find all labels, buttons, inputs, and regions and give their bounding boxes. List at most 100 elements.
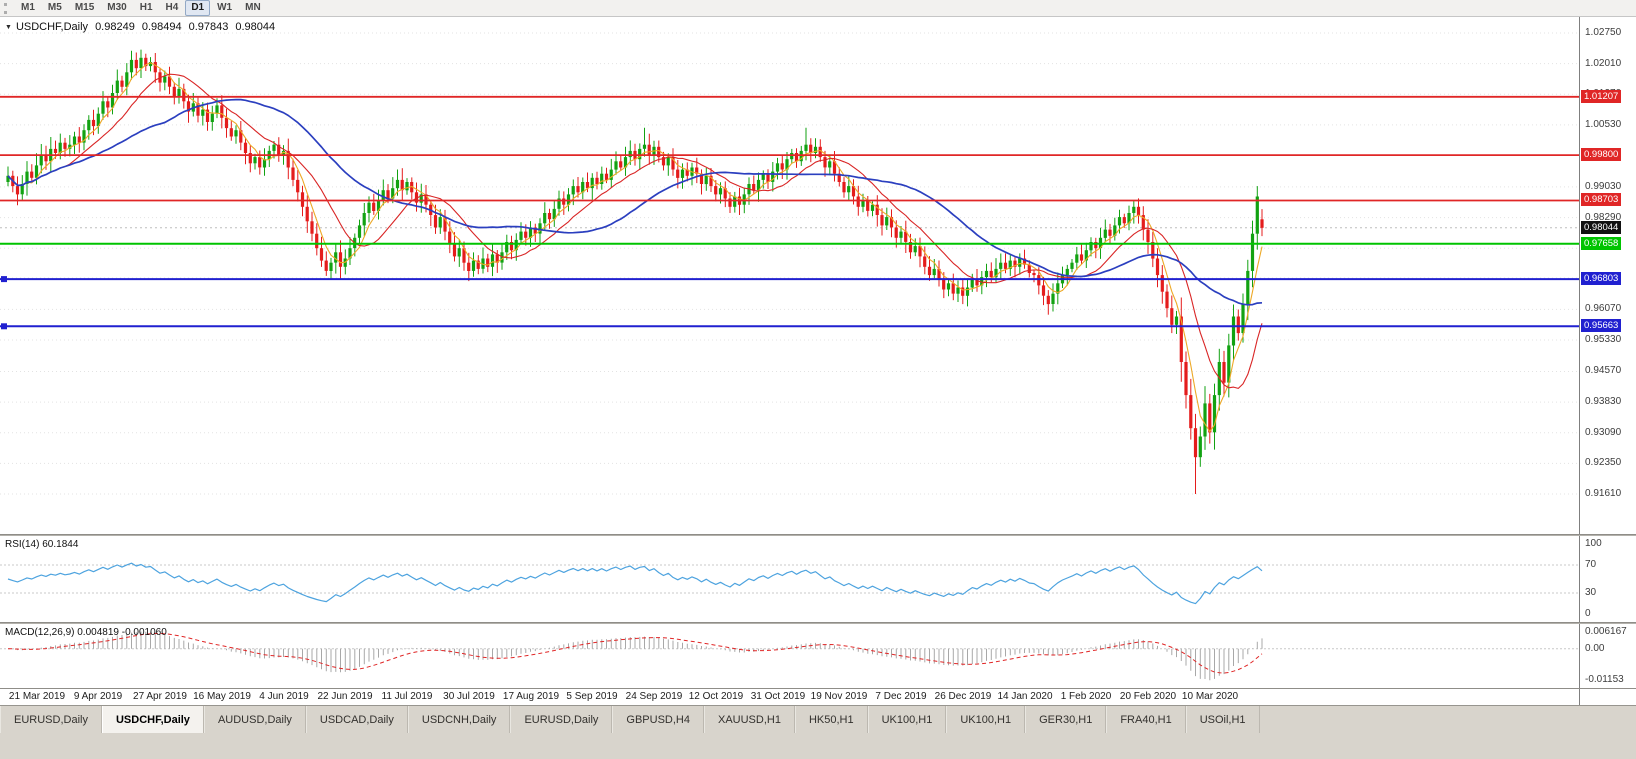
macd-chart[interactable]: [0, 624, 1579, 688]
date-label: 16 May 2019: [193, 691, 251, 702]
price-axis-label: 0.99030: [1585, 181, 1622, 192]
timeframe-button-w1[interactable]: W1: [217, 2, 233, 13]
ohlc-open: 0.98249: [95, 21, 135, 33]
timeframe-button-m15[interactable]: M15: [74, 2, 95, 13]
line-handle[interactable]: [1, 276, 7, 283]
candlestick-chart[interactable]: [0, 17, 1579, 534]
price-axis-label: 1.02750: [1585, 27, 1622, 38]
line-handle[interactable]: [1, 323, 7, 330]
timeframe-button-h1[interactable]: H1: [139, 2, 153, 13]
macd-axis-label: -0.01153: [1585, 674, 1624, 685]
date-label: 5 Sep 2019: [566, 691, 618, 702]
timeframe-button-d1[interactable]: D1: [185, 0, 211, 16]
timeframe-button-m30[interactable]: M30: [107, 2, 127, 13]
date-label: 1 Feb 2020: [1060, 691, 1112, 702]
chart-tab-gbpusd-h4[interactable]: GBPUSD,H4: [612, 706, 704, 733]
date-label: 12 Oct 2019: [688, 691, 744, 702]
rsi-line: [7, 562, 1263, 605]
ohlc-high: 0.98494: [141, 21, 182, 33]
date-label: 24 Sep 2019: [625, 691, 683, 702]
chart-tab-ger30-h1[interactable]: GER30,H1: [1025, 706, 1107, 733]
symbol-dropdown-icon[interactable]: ▼: [5, 24, 12, 31]
date-label: 27 Apr 2019: [133, 691, 187, 702]
chart-tab-usoil-h1[interactable]: USOil,H1: [1185, 706, 1260, 733]
chart-tab-eurusd-daily[interactable]: EURUSD,Daily: [0, 706, 102, 733]
macd-signal-line: [7, 632, 1263, 674]
date-label: 20 Feb 2020: [1119, 691, 1177, 702]
date-label: 9 Apr 2019: [73, 691, 123, 702]
chart-tab-usdcad-daily[interactable]: USDCAD,Daily: [305, 706, 408, 733]
price-badge-1.01207: 1.01207: [1581, 90, 1622, 103]
date-label: 7 Dec 2019: [875, 691, 927, 702]
chart-tab-eurusd-daily[interactable]: EURUSD,Daily: [510, 706, 613, 733]
ohlc-low: 0.97843: [188, 21, 229, 33]
price-axis-label: 1.02010: [1585, 58, 1622, 69]
grid-lines: [0, 32, 1579, 495]
price-badge-0.96803: 0.96803: [1581, 272, 1622, 285]
chart-tab-usdcnh-daily[interactable]: USDCNH,Daily: [407, 706, 511, 733]
ma-13-line: [7, 73, 1263, 389]
pane-separator[interactable]: [0, 534, 1636, 536]
current-price-badge: 0.98044: [1581, 221, 1622, 234]
price-axis-label: 0.92350: [1585, 457, 1622, 468]
rsi-axis-label: 0: [1585, 608, 1591, 619]
macd-histogram: [12, 631, 1263, 681]
price-axis-label: 0.98290: [1585, 212, 1622, 223]
price-axis-label: 0.91610: [1585, 488, 1622, 499]
ma-34-line: [7, 98, 1263, 306]
rsi-label: RSI(14) 60.1844: [5, 539, 79, 550]
price-badge-0.98703: 0.98703: [1581, 193, 1622, 206]
price-axis-label: 0.94570: [1585, 365, 1622, 376]
chart-tab-xauusd-h1[interactable]: XAUUSD,H1: [703, 706, 795, 733]
price-axis-label: 1.00530: [1585, 119, 1622, 130]
rsi-pane[interactable]: RSI(14) 60.1844: [0, 536, 1579, 622]
timeframe-button-m5[interactable]: M5: [47, 2, 62, 13]
price-badge-0.95663: 0.95663: [1581, 319, 1622, 332]
date-label: 19 Nov 2019: [810, 691, 868, 702]
date-label: 22 Jun 2019: [317, 691, 373, 702]
price-axis[interactable]: 1.027501.020101.012701.005300.990300.982…: [1579, 17, 1636, 705]
date-label: 10 Mar 2020: [1181, 691, 1239, 702]
price-badge-0.97658: 0.97658: [1581, 237, 1622, 250]
time-axis[interactable]: 21 Mar 2019 9 Apr 2019 27 Apr 2019 16 May 2…: [0, 689, 1579, 705]
macd-pane[interactable]: MACD(12,26,9) 0.004819 -0.001060: [0, 624, 1579, 688]
date-label: 14 Jan 2020: [997, 691, 1053, 702]
toolbar-grip[interactable]: [4, 2, 10, 14]
timeframe-button-mn[interactable]: MN: [245, 2, 261, 13]
macd-axis-label: 0.006167: [1585, 626, 1627, 637]
price-axis-label: 0.93090: [1585, 427, 1622, 438]
time-axis-separator: [0, 688, 1636, 689]
rsi-axis-label: 30: [1585, 587, 1597, 598]
toolbar: M1 M5 M15 M30 H1 H4 D1 W1 MN: [0, 0, 1636, 17]
macd-label: MACD(12,26,9) 0.004819 -0.001060: [5, 627, 167, 638]
date-label: 4 Jun 2019: [259, 691, 309, 702]
chart-title: ▼ USDCHF,Daily 0.98249 0.98494 0.97843 0.9804…: [5, 21, 275, 33]
price-axis-label: 0.96070: [1585, 303, 1622, 314]
chart-tab-usdchf-daily[interactable]: USDCHF,Daily: [101, 706, 204, 733]
chart-symbol: USDCHF,Daily: [15, 21, 89, 33]
date-label: 26 Dec 2019: [934, 691, 992, 702]
rsi-axis-label: 70: [1585, 559, 1597, 570]
date-label: 31 Oct 2019: [750, 691, 806, 702]
bottom-strip: [0, 733, 1636, 759]
rsi-axis-label: 100: [1585, 538, 1602, 549]
rsi-chart[interactable]: [0, 536, 1579, 622]
chart-tab-hk50-h1[interactable]: HK50,H1: [794, 706, 868, 733]
chart-window: ▼ USDCHF,Daily 0.98249 0.98494 0.97843 0.9804…: [0, 17, 1636, 705]
price-badge-0.99800: 0.99800: [1581, 148, 1622, 161]
timeframe-button-m1[interactable]: M1: [21, 2, 35, 13]
date-label: 30 Jul 2019: [443, 691, 495, 702]
price-axis-label: 0.95330: [1585, 334, 1622, 345]
chart-tab-fra40-h1[interactable]: FRA40,H1: [1106, 706, 1186, 733]
chart-tab-uk100-h1[interactable]: UK100,H1: [946, 706, 1026, 733]
price-pane[interactable]: ▼ USDCHF,Daily 0.98249 0.98494 0.97843 0.9804…: [0, 17, 1579, 534]
macd-axis-label: 0.00: [1585, 643, 1605, 654]
timeframe-button-h4[interactable]: H4: [165, 2, 179, 13]
date-label: 21 Mar 2019: [8, 691, 66, 702]
ohlc-close: 0.98044: [235, 21, 276, 33]
price-axis-label: 0.93830: [1585, 396, 1622, 407]
chart-tab-audusd-daily[interactable]: AUDUSD,Daily: [203, 706, 306, 733]
chart-tab-uk100-h1[interactable]: UK100,H1: [867, 706, 947, 733]
ma-5-line: [7, 62, 1263, 433]
pane-separator[interactable]: [0, 622, 1636, 624]
